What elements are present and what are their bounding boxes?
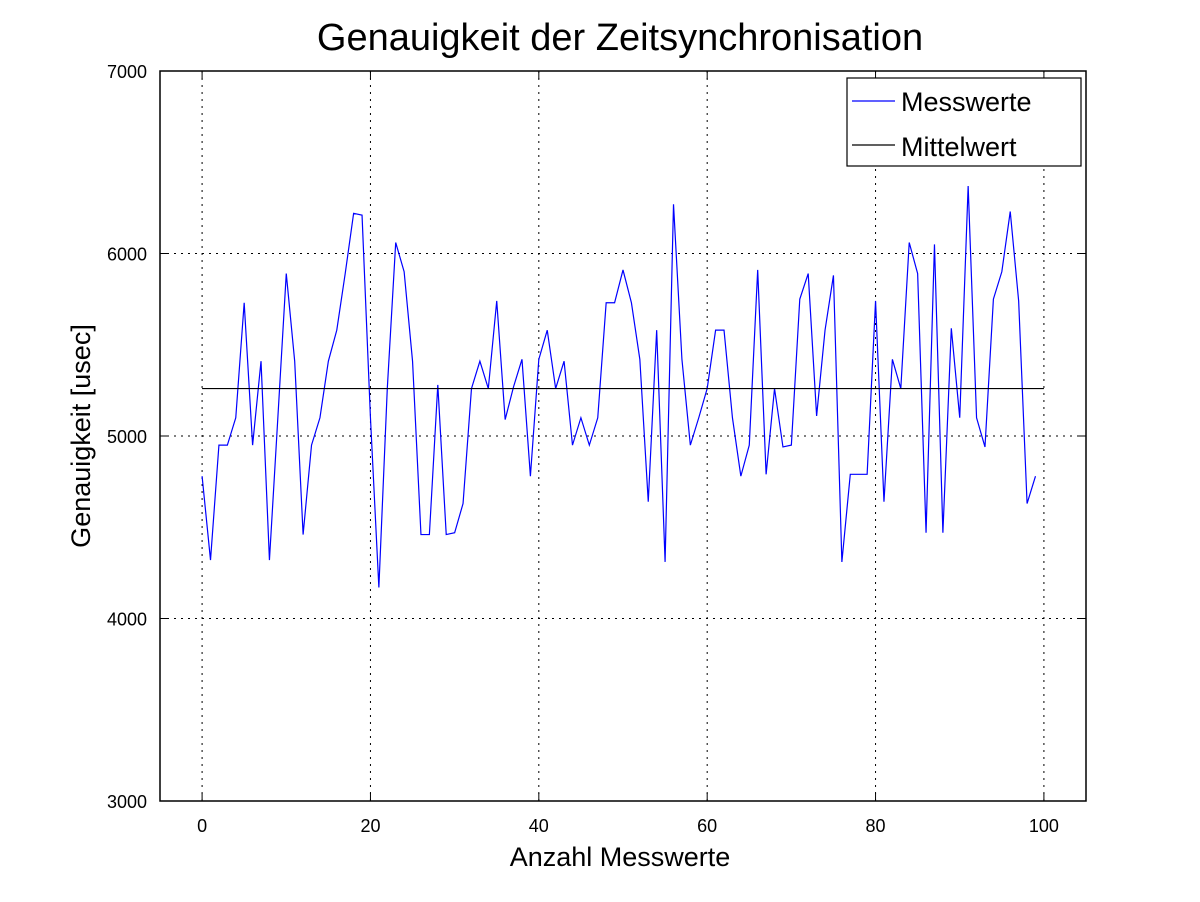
legend-label-messwerte: Messwerte <box>901 87 1032 117</box>
x-axis-label: Anzahl Messwerte <box>510 842 731 872</box>
legend-label-mittelwert: Mittelwert <box>901 132 1017 162</box>
y-tick-label: 6000 <box>107 245 147 265</box>
y-axis-label: Genauigkeit [usec] <box>66 324 96 548</box>
x-tick-label: 20 <box>360 816 380 836</box>
x-tick-label: 60 <box>697 816 717 836</box>
y-tick-label: 7000 <box>107 62 147 82</box>
x-tick-label: 40 <box>529 816 549 836</box>
x-tick-label: 80 <box>866 816 886 836</box>
series-line-messwerte <box>201 185 1037 588</box>
y-tick-label: 4000 <box>107 610 147 630</box>
y-tick-label: 3000 <box>107 792 147 812</box>
legend: Messwerte Mittelwert <box>846 77 1082 167</box>
y-tick-label: 5000 <box>107 427 147 447</box>
plot-frame <box>159 70 1087 802</box>
x-tick-label: 100 <box>1029 816 1059 836</box>
series-layer <box>201 185 1044 588</box>
legend-box <box>846 77 1082 167</box>
chart-title: Genauigkeit der Zeitsynchronisation <box>317 17 923 59</box>
tick-layer: 0 20 40 60 80 100 3000 4000 5000 6000 7000 <box>107 62 1086 836</box>
x-tick-label: 0 <box>197 816 207 836</box>
